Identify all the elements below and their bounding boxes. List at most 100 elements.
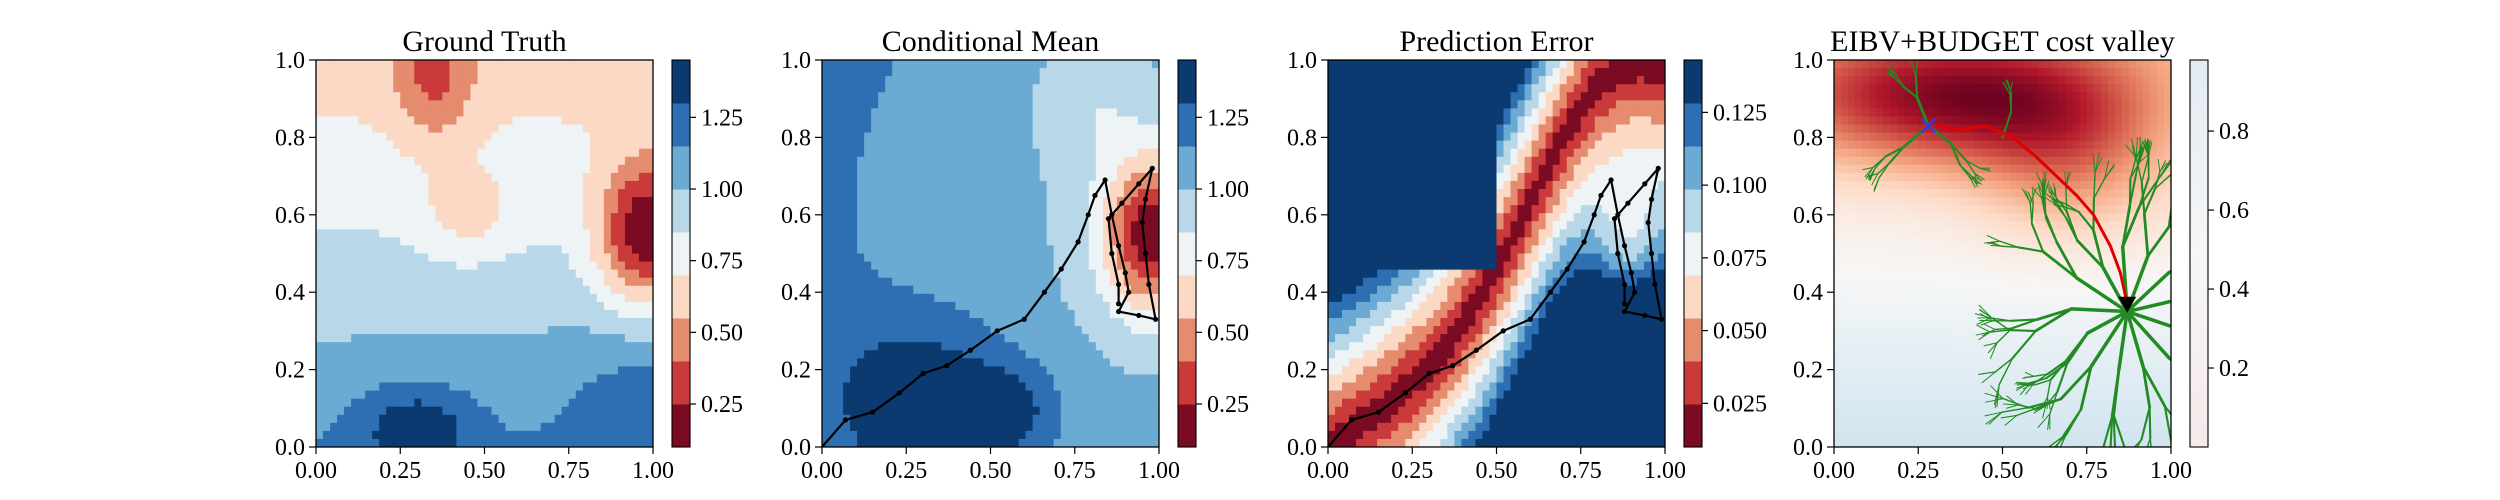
heatmap-cell <box>962 132 971 142</box>
heatmap-cell <box>871 285 879 295</box>
heatmap-cell <box>948 334 956 343</box>
heatmap-cell <box>1342 76 1350 85</box>
heatmap-cell <box>323 108 331 118</box>
heatmap-cell <box>624 205 633 214</box>
heatmap-cell <box>512 422 521 432</box>
heatmap-cell <box>1342 334 1350 343</box>
heatmap-cell <box>878 229 886 238</box>
heatmap-cell <box>892 438 900 447</box>
heatmap-cell <box>533 342 542 351</box>
heatmap-cell <box>330 309 338 319</box>
heatmap-cell <box>948 414 956 424</box>
heatmap-cell <box>920 156 928 166</box>
heatmap-cell <box>836 318 844 327</box>
heatmap-cell <box>1102 237 1111 247</box>
heatmap-cell <box>589 366 598 376</box>
heatmap-cell <box>638 108 647 118</box>
heatmap-cell <box>540 132 549 142</box>
heatmap-cell <box>582 309 591 319</box>
heatmap-cell <box>983 92 992 101</box>
heatmap-cell <box>997 309 1006 319</box>
heatmap-cell <box>1151 84 1159 93</box>
heatmap-cell <box>1356 124 1364 134</box>
heatmap-cell <box>836 132 844 142</box>
heatmap-cell <box>829 60 837 69</box>
heatmap-cell <box>1356 293 1364 303</box>
colorbar-tick-label: 1.25 <box>1207 105 1249 131</box>
heatmap-cell <box>878 342 886 351</box>
heatmap-cell <box>1067 326 1076 335</box>
heatmap-cell <box>1356 253 1364 263</box>
heatmap-cell <box>631 430 640 440</box>
heatmap-cell <box>505 221 514 230</box>
heatmap-cell <box>512 318 521 327</box>
heatmap-cell <box>1074 382 1083 392</box>
heatmap-cell <box>435 366 443 376</box>
heatmap-cell <box>477 342 486 351</box>
heatmap-cell <box>379 76 387 85</box>
heatmap-cell <box>526 374 535 384</box>
heatmap-cell <box>1032 116 1041 126</box>
heatmap-cell <box>1053 245 1062 255</box>
heatmap-cell <box>505 374 514 384</box>
heatmap-cell <box>1074 438 1083 447</box>
heatmap-cell <box>414 140 422 150</box>
x-tick-label: 0.00 <box>295 458 337 484</box>
heatmap-cell <box>829 406 837 416</box>
heatmap-cell <box>976 124 985 134</box>
heatmap-cell <box>1123 269 1132 279</box>
heatmap-cell <box>927 116 935 126</box>
heatmap-cell <box>379 261 387 271</box>
heatmap-cell <box>421 221 429 230</box>
heatmap-cell <box>1011 374 1020 384</box>
heatmap-cell <box>1060 189 1069 198</box>
colorbar-tick-label: 0.50 <box>1207 320 1249 346</box>
heatmap-cell <box>1060 285 1069 295</box>
heatmap-cell <box>316 245 324 255</box>
heatmap-cell <box>948 76 956 85</box>
heatmap-cell <box>1004 261 1013 271</box>
heatmap-cell <box>906 76 914 85</box>
heatmap-cell <box>547 164 556 174</box>
heatmap-cell <box>470 140 479 150</box>
heatmap-cell <box>407 205 415 214</box>
heatmap-cell <box>449 68 458 77</box>
heatmap-cell <box>1151 342 1159 351</box>
heatmap-cell <box>393 326 401 335</box>
heatmap-cell <box>906 406 914 416</box>
heatmap-cell <box>1335 180 1343 190</box>
heatmap-cell <box>969 326 978 335</box>
heatmap-cell <box>351 406 359 416</box>
heatmap-cell <box>1053 326 1062 335</box>
heatmap-cell <box>1109 438 1118 447</box>
heatmap-cell <box>540 148 549 158</box>
heatmap-cell <box>582 438 591 447</box>
heatmap-cell <box>512 60 521 69</box>
heatmap-cell <box>610 221 619 230</box>
heatmap-cell <box>892 76 900 85</box>
heatmap-cell <box>337 197 345 206</box>
heatmap-cell <box>955 398 964 408</box>
heatmap-cell <box>1109 293 1118 303</box>
heatmap-cell <box>379 108 387 118</box>
heatmap-cell <box>913 318 921 327</box>
heatmap-cell <box>540 60 549 69</box>
heatmap-cell <box>1130 140 1139 150</box>
heatmap-cell <box>526 205 535 214</box>
heatmap-cell <box>857 172 865 182</box>
heatmap-cell <box>589 164 598 174</box>
heatmap-cell <box>421 430 429 440</box>
heatmap-cell <box>393 164 401 174</box>
heatmap-cell <box>568 156 577 166</box>
heatmap-cell <box>400 406 408 416</box>
heatmap-cell <box>351 277 359 287</box>
heatmap-cell <box>400 398 408 408</box>
heatmap-cell <box>323 350 331 359</box>
heatmap-cell <box>540 189 549 198</box>
heatmap-cell <box>1004 253 1013 263</box>
heatmap-cell <box>547 398 556 408</box>
heatmap-cell <box>372 342 380 351</box>
heatmap-cell <box>1116 189 1125 198</box>
heatmap-cell <box>836 293 844 303</box>
heatmap-cell <box>1130 301 1139 311</box>
